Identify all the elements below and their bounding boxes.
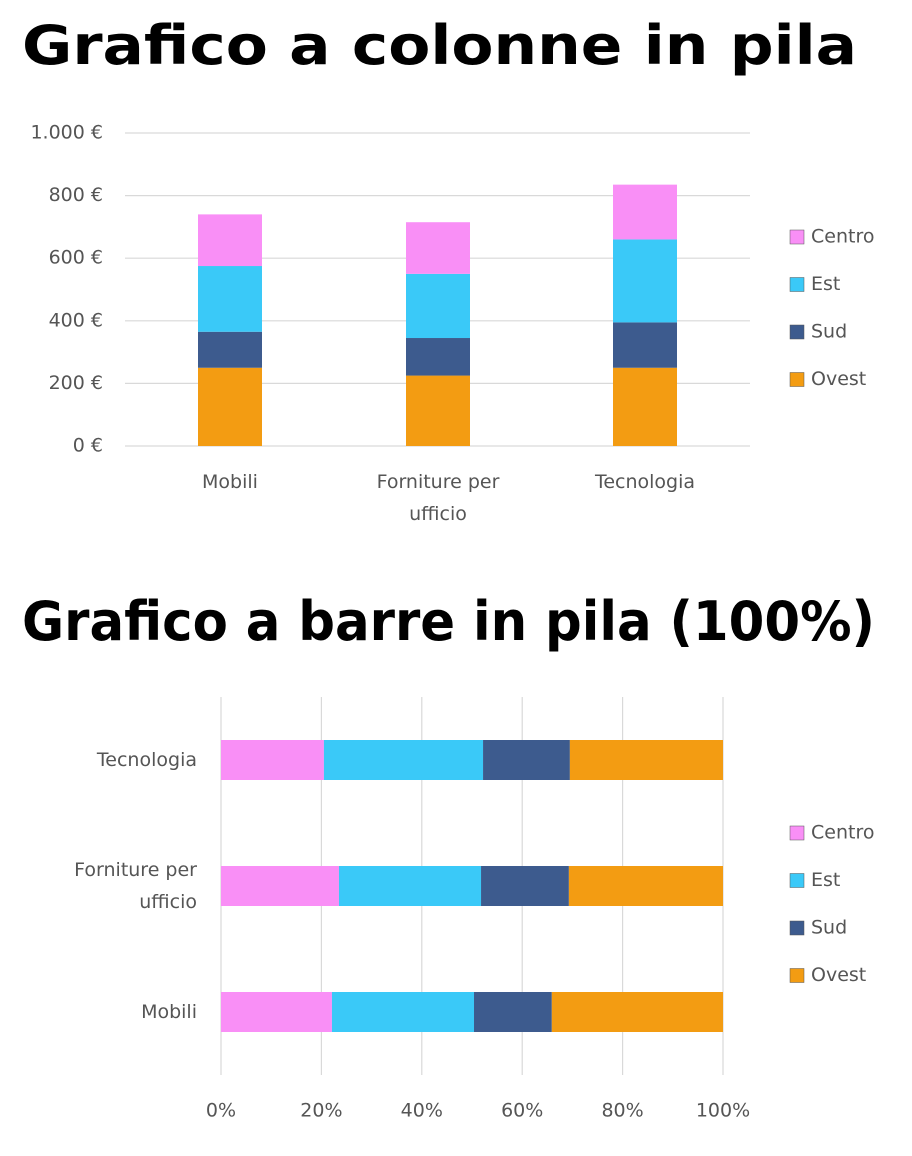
bar-segment [221,740,324,780]
legend-swatch [789,372,805,387]
x-tick-label: 80% [601,1100,643,1122]
bar-segment [221,992,332,1032]
legend-swatch [789,324,805,340]
bar-segment [198,367,262,446]
x-tick-label: 40% [401,1100,443,1122]
y-tick-label: Mobili [141,1001,197,1023]
x-tick-label: 20% [300,1100,342,1122]
x-tick-label: 100% [696,1100,750,1122]
y-tick-label: Forniture per ufficio [74,859,197,913]
bar-segment [569,740,723,780]
legend-label: Sud [811,917,847,939]
bar-segment [613,367,677,446]
y-tick-label: Tecnologia [96,749,197,771]
chart-title: Grafico a barre in pila (100%) [22,590,875,653]
bar-segment [198,266,262,332]
bar-segment [198,214,262,267]
y-tick-label: 600 € [49,247,103,269]
bar-segment [406,273,470,339]
bar-segment [483,740,570,780]
legend-swatch [789,968,805,983]
bar-segment [406,222,470,274]
bar-segment [406,375,470,446]
legend-swatch [789,825,805,841]
bar-segment [568,866,723,906]
y-tick-label: 1.000 € [30,122,103,144]
x-tick-label: Forniture per ufficio [376,471,500,525]
legend-swatch [789,229,805,245]
bar-segment [613,322,677,368]
y-tick-label: 0 € [73,435,103,457]
y-tick-label: 800 € [49,184,103,206]
legend-label: Est [811,273,840,295]
x-tick-label: 60% [501,1100,543,1122]
bar-segment [613,239,677,323]
bar-segment [474,992,552,1032]
legend-swatch [789,277,805,292]
bar-segment [198,331,262,368]
x-tick-label: Tecnologia [594,471,696,493]
bar-segment [331,992,475,1032]
legend-label: Ovest [811,964,866,986]
legend-label: Sud [811,321,847,343]
legend-swatch [789,873,805,888]
bar-segment [613,184,677,240]
legend-label: Est [811,869,840,891]
bar-segment [323,740,484,780]
x-tick-label: Mobili [202,471,258,493]
bar-segment [406,338,470,376]
y-tick-label: 400 € [49,309,103,331]
chart-title: Grafico a colonne in pila [22,14,857,77]
bar-segment [221,866,339,906]
bar-segment [338,866,482,906]
legend-label: Centro [811,226,874,248]
bar-segment [481,866,569,906]
x-tick-label: 0% [206,1100,236,1122]
legend-swatch [789,920,805,936]
y-tick-label: 200 € [49,372,103,394]
legend-label: Ovest [811,368,866,390]
bar-segment [551,992,723,1032]
legend-label: Centro [811,822,874,844]
